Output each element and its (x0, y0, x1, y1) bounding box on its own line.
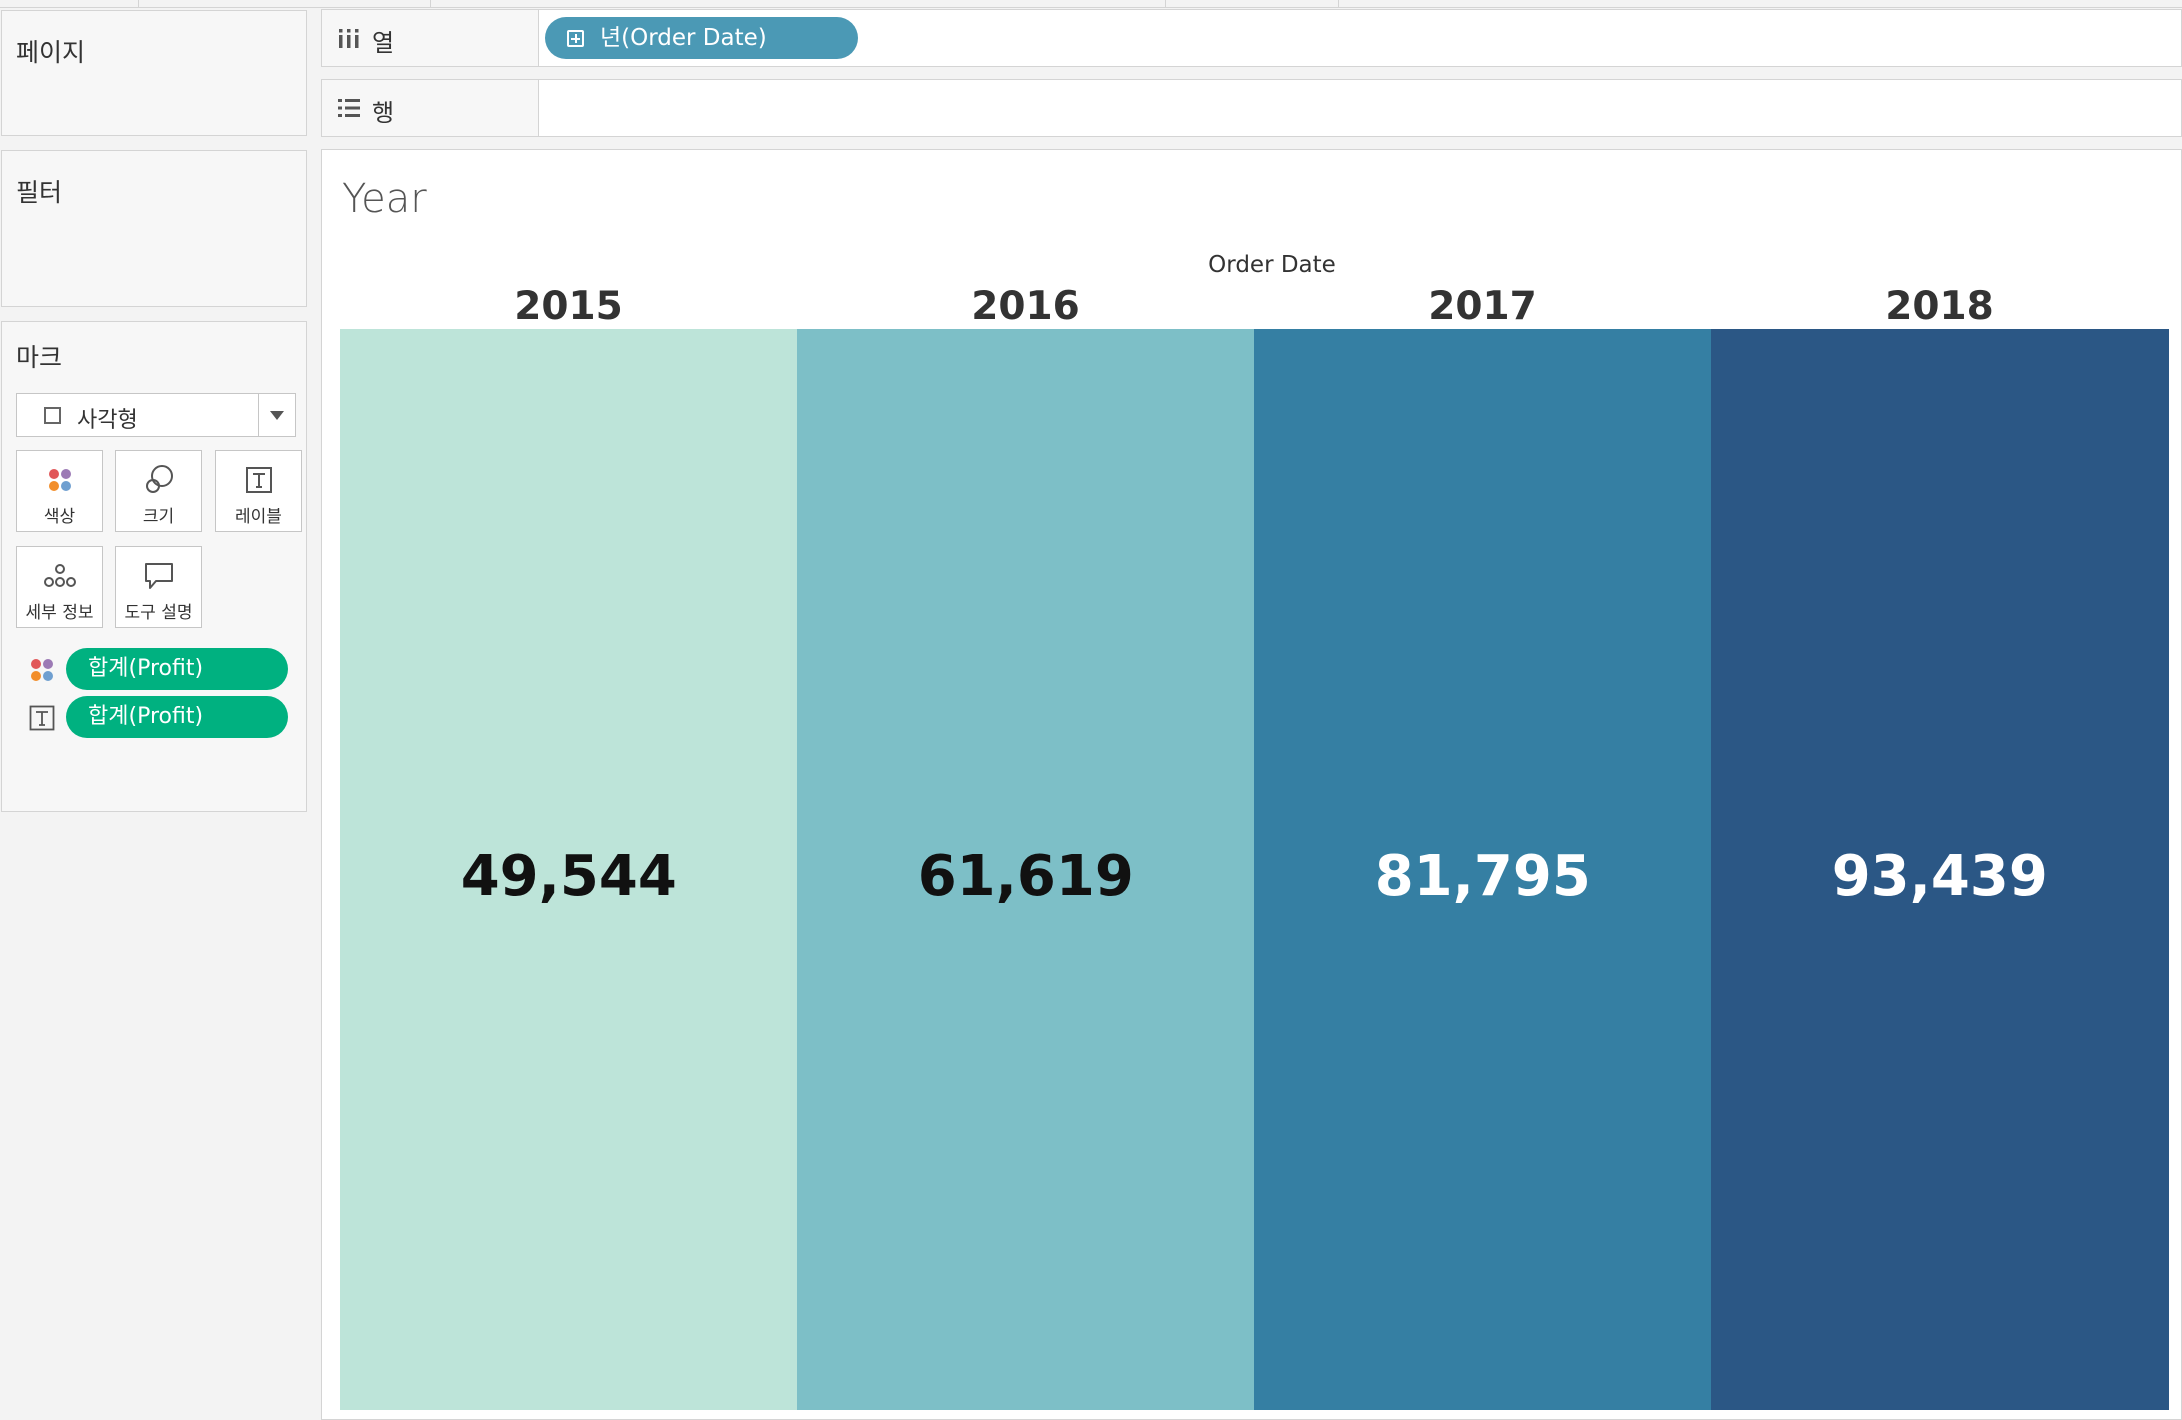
marks-card-title: 마크 (16, 343, 63, 372)
square-mark-icon (44, 407, 61, 424)
profit-value-2016: 61,619 (917, 844, 1134, 909)
color-dots-icon (17, 463, 102, 497)
columns-shelf-label: 열 (372, 29, 395, 57)
size-button[interactable]: 크기 (115, 450, 202, 532)
color-profit-pill[interactable]: 합계(Profit) (66, 648, 288, 690)
rows-shelf-label: 행 (372, 99, 395, 127)
size-button-label: 크기 (142, 507, 175, 527)
label-pill-row: 합계(Profit) (28, 696, 298, 738)
columns-shelf[interactable]: 열 년(Order Date) (321, 9, 2182, 67)
label-button-label: 레이블 (235, 507, 282, 527)
order-date-header: Order Date (1208, 252, 1336, 278)
profit-cell-2015[interactable]: 49,544 (340, 329, 798, 1410)
size-circles-icon (116, 463, 201, 497)
tooltip-button-label: 도구 설명 (124, 603, 193, 623)
year-header-2015[interactable]: 2015 (514, 284, 623, 329)
year-header-2017[interactable]: 2017 (1428, 284, 1537, 329)
marks-card: 마크 사각형 색상 (1, 321, 307, 812)
top-ruler (0, 0, 2182, 8)
columns-shelf-header: 열 (322, 10, 539, 66)
columns-icon (334, 23, 364, 53)
tooltip-bubble-icon (116, 559, 201, 593)
detail-dots-icon (17, 559, 102, 593)
mark-type-dropdown[interactable]: 사각형 (16, 393, 296, 437)
expand-plus-icon[interactable] (567, 30, 584, 47)
worksheet-view: Year Order Date 2015 49,544 2016 61,619 2017… (321, 149, 2182, 1420)
rows-shelf-header: 행 (322, 80, 539, 136)
filters-card-title: 필터 (16, 178, 63, 207)
rows-shelf[interactable]: 행 (321, 79, 2182, 137)
pages-card-title: 페이지 (16, 38, 86, 67)
mark-type-label: 사각형 (77, 408, 138, 433)
year-order-date-pill[interactable]: 년(Order Date) (545, 17, 858, 59)
filters-card[interactable]: 필터 (1, 150, 307, 307)
label-button[interactable]: 레이블 (215, 450, 302, 532)
dropdown-separator (258, 394, 259, 436)
color-pill-row: 합계(Profit) (28, 648, 298, 690)
profit-value-2015: 49,544 (460, 844, 677, 909)
tooltip-button[interactable]: 도구 설명 (115, 546, 202, 628)
profit-cell-2016[interactable]: 61,619 (797, 329, 1255, 1410)
text-label-icon (216, 463, 301, 497)
color-button-label: 색상 (43, 507, 76, 527)
highlight-table-chart: 2015 49,544 2016 61,619 2017 81,795 2018 93,439 (322, 150, 2182, 1420)
profit-value-2017: 81,795 (1374, 844, 1591, 909)
year-order-date-pill-label: 년(Order Date) (600, 25, 767, 51)
profit-value-2018: 93,439 (1831, 844, 2048, 909)
profit-cell-2017[interactable]: 81,795 (1254, 329, 1712, 1410)
profit-cell-2018[interactable]: 93,439 (1711, 329, 2169, 1410)
rows-icon (334, 93, 364, 123)
chevron-down-icon[interactable] (270, 411, 284, 420)
detail-button[interactable]: 세부 정보 (16, 546, 103, 628)
detail-button-label: 세부 정보 (25, 603, 94, 623)
text-label-icon (28, 704, 56, 732)
year-header-2016[interactable]: 2016 (971, 284, 1080, 329)
color-button[interactable]: 색상 (16, 450, 103, 532)
pages-card[interactable]: 페이지 (1, 10, 307, 136)
label-profit-pill[interactable]: 합계(Profit) (66, 696, 288, 738)
color-dots-icon (28, 656, 56, 684)
sheet-title: Year (342, 176, 427, 222)
year-header-2018[interactable]: 2018 (1885, 284, 1994, 329)
